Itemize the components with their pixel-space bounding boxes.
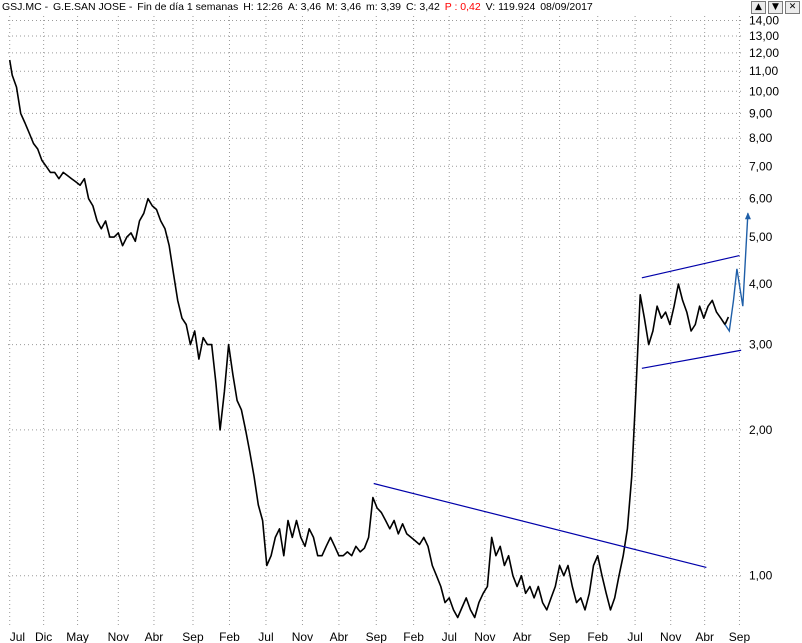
header-open: A: 3,46 <box>287 1 322 13</box>
header-period: Fin de día 1 semanas <box>137 1 239 13</box>
header-symbol: GSJ.MC <box>2 1 42 13</box>
x-tick-label: Jul <box>10 630 25 643</box>
y-tick-label: 7,00 <box>749 159 773 173</box>
x-axis: Jul Dic May Nov Abr Sep Feb Jul Nov Abr Sep Feb Jul N… <box>10 630 751 643</box>
header-close: C: 3,42 <box>405 1 440 13</box>
y-axis: 1,00 2,00 3,00 4,00 5,00 6,00 7,00 8,00 9,00 10,0… <box>749 13 779 582</box>
scroll-down-button[interactable]: ▼ <box>768 1 783 14</box>
x-tick-label: Abr <box>145 630 164 643</box>
x-tick-label: Feb <box>587 630 608 643</box>
x-tick-label: Abr <box>695 630 714 643</box>
projection-arrowhead <box>744 212 751 220</box>
x-tick-label: Jul <box>442 630 457 643</box>
y-tick-label: 10,00 <box>749 84 779 98</box>
window-controls: ▲ ▼ ✕ <box>751 1 800 14</box>
channel-lower-line <box>641 349 742 369</box>
x-tick-label: Sep <box>366 630 388 643</box>
x-tick-label: Sep <box>549 630 571 643</box>
y-tick-label: 1,00 <box>749 569 773 583</box>
header-volume: V: 119.924 <box>485 1 536 13</box>
x-tick-label: Jul <box>627 630 642 643</box>
y-tick-label: 9,00 <box>749 106 773 120</box>
x-tick-label: Nov <box>660 630 681 643</box>
header-date: 08/09/2017 <box>540 1 593 13</box>
x-tick-label: Nov <box>474 630 495 643</box>
grid <box>8 16 742 628</box>
x-tick-label: Dic <box>35 630 52 643</box>
x-tick-label: Abr <box>330 630 349 643</box>
header-mid: M: 3,46 <box>326 1 362 13</box>
y-tick-label: 14,00 <box>749 13 779 27</box>
header-name: G.E.SAN JOSE <box>53 1 126 13</box>
x-tick-label: Sep <box>182 630 204 643</box>
y-tick-label: 3,00 <box>749 338 773 352</box>
close-button[interactable]: ✕ <box>785 1 800 14</box>
x-tick-label: Feb <box>403 630 424 643</box>
descending-trendline <box>373 482 707 569</box>
x-tick-label: Abr <box>513 630 532 643</box>
x-tick-label: May <box>66 630 89 643</box>
scroll-up-button[interactable]: ▲ <box>751 1 766 14</box>
y-tick-label: 13,00 <box>749 29 779 43</box>
header-change: P : 0,42 <box>444 1 481 13</box>
y-tick-label: 11,00 <box>749 64 778 78</box>
y-tick-label: 5,00 <box>749 230 773 244</box>
x-tick-label: Jul <box>258 630 273 643</box>
channel-upper-line <box>641 254 740 279</box>
chart-header: GSJ.MC - G.E.SAN JOSE - Fin de día 1 sem… <box>2 1 593 13</box>
x-tick-label: Feb <box>219 630 240 643</box>
x-tick-label: Nov <box>108 630 129 643</box>
y-tick-label: 4,00 <box>749 277 773 291</box>
trendlines <box>373 212 751 569</box>
y-tick-label: 12,00 <box>749 46 779 60</box>
price-line <box>8 59 730 619</box>
y-tick-label: 8,00 <box>749 131 773 145</box>
x-tick-label: Sep <box>729 630 751 643</box>
y-tick-label: 6,00 <box>749 192 773 206</box>
header-low: m: 3,39 <box>365 1 402 13</box>
y-tick-label: 2,00 <box>749 423 773 437</box>
x-tick-label: Nov <box>292 630 313 643</box>
header-high: H: 12:26 <box>243 1 283 13</box>
projection-arrow <box>724 213 749 333</box>
